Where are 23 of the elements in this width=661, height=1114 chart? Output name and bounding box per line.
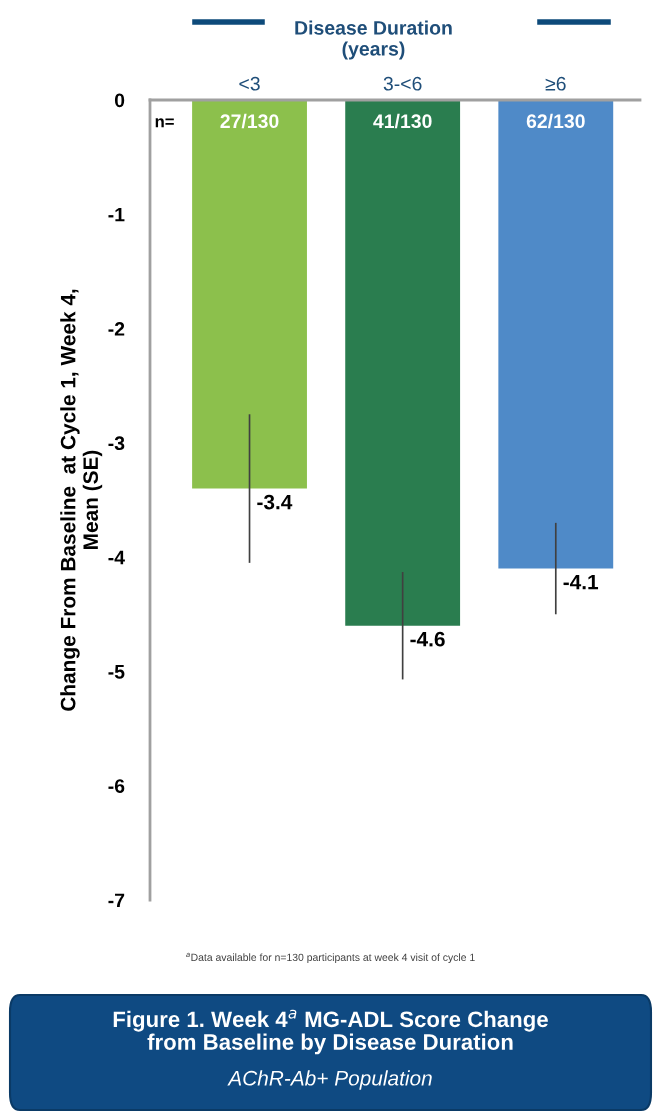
annotation: n=: [155, 118, 174, 128]
text: $^{a}$Data available for n=130 participants at week 4 visit of cycle 1: [186, 952, 475, 964]
annotation: 27/130: [220, 113, 279, 129]
y-tick-label: -2: [108, 322, 125, 336]
annotation: 62/130: [526, 113, 585, 129]
x-tick-label: ≥6: [545, 76, 566, 91]
y-axis-title: Change From Baseline at Cycle 1, Week 4, Mean (SE): [60, 289, 103, 711]
y-tick-label: -1: [108, 207, 125, 222]
legend-title: Disease Duration (years): [295, 20, 452, 60]
annotation: 41/130: [373, 113, 432, 129]
data-label: -4.6: [410, 631, 445, 647]
y-tick-label: -4: [108, 550, 125, 565]
data-label: -3.4: [257, 494, 293, 510]
x-tick-label: 3-<6: [383, 76, 422, 91]
text: Figure 1. Week 4$^{a}$ MG-ADL Score Change from Baseline by Disease Duration: [113, 1009, 548, 1055]
y-tick-label: -3: [108, 436, 125, 451]
text: AChR-Ab+ Population: [227, 1070, 432, 1090]
x-tick-label: <3: [239, 76, 260, 91]
y-tick-label: -5: [108, 665, 125, 679]
y-tick-label: -6: [108, 779, 125, 793]
data-label: -4.1: [563, 574, 599, 590]
y-tick-label: -7: [108, 893, 125, 908]
y-tick-label: 0: [114, 93, 125, 108]
